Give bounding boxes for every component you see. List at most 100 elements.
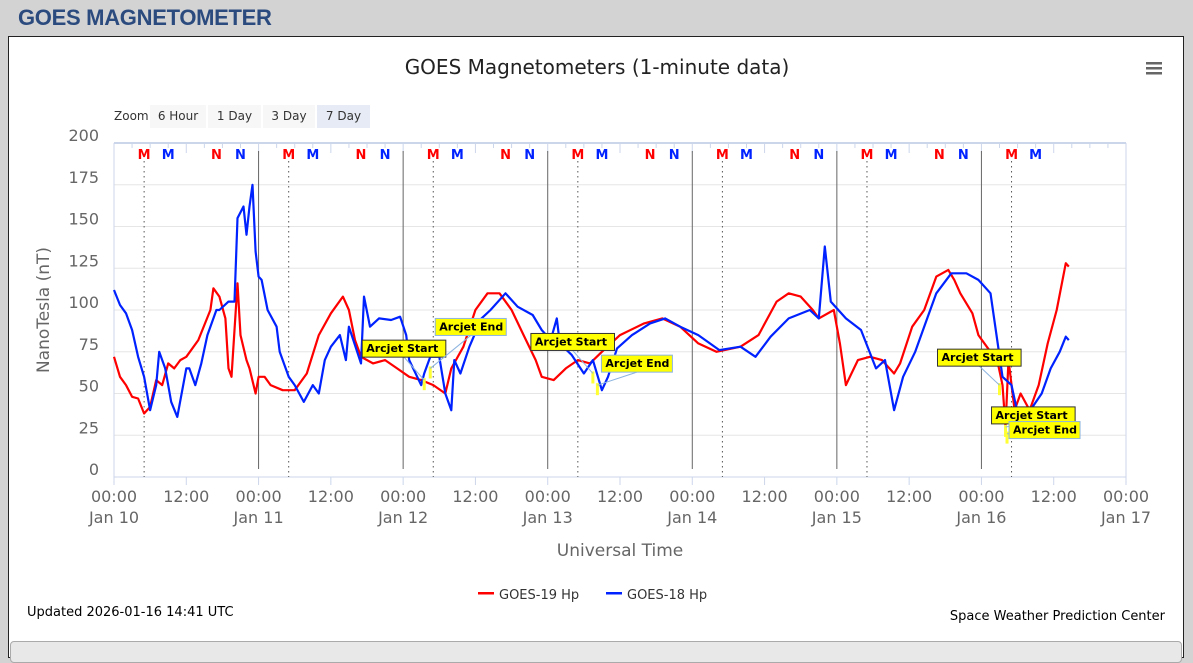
marker-m: M — [306, 148, 319, 163]
zoom-button-label: 6 Hour — [158, 109, 198, 123]
marker-m: M — [885, 148, 898, 163]
annotation-connector — [597, 371, 638, 386]
x-tick-date: Jan 12 — [377, 508, 428, 527]
credit-text: Space Weather Prediction Center — [950, 609, 1166, 624]
annotation-arcjet-start: Arcjet Start — [530, 332, 615, 384]
marker-m: M — [1005, 148, 1018, 163]
x-tick-time: 12:00 — [452, 487, 498, 506]
legend-swatch-goes19 — [478, 592, 494, 595]
y-axis-title: NanoTesla (nT) — [34, 247, 54, 373]
marker-n: N — [356, 148, 367, 163]
marker-m: M — [740, 148, 753, 163]
marker-n: N — [813, 148, 824, 163]
y-tick-label: 150 — [68, 210, 99, 229]
x-axis-title: Universal Time — [557, 541, 683, 561]
annotation-connector — [429, 335, 472, 369]
x-tick-date: Jan 16 — [955, 508, 1006, 527]
x-tick-time: 12:00 — [597, 487, 643, 506]
annotation-arcjet-end: Arcjet End — [595, 354, 673, 396]
marker-m: M — [451, 148, 464, 163]
annotation-box — [1008, 421, 1081, 440]
legend-swatch-goes18 — [606, 592, 622, 595]
legend-item-goes19[interactable]: GOES-19 Hp — [478, 588, 579, 603]
marker-m: M — [861, 148, 874, 163]
marker-m: M — [595, 148, 608, 163]
y-tick-label: 175 — [68, 168, 99, 187]
x-tick-time: 12:00 — [1031, 487, 1077, 506]
marker-n: N — [934, 148, 945, 163]
annotation-box — [434, 317, 507, 336]
annotation-box — [361, 339, 447, 358]
annotation-arcjet-end: Arcjet End — [1005, 421, 1081, 444]
marker-m: M — [427, 148, 440, 163]
x-tick-time: 12:00 — [163, 487, 209, 506]
annotation-label: Arcjet End — [605, 357, 669, 370]
annotation-connector — [572, 350, 594, 374]
y-tick-label: 100 — [68, 293, 99, 312]
legend-label-goes18: GOES-18 Hp — [627, 588, 707, 603]
annotation-box — [530, 332, 615, 351]
marker-m: M — [1029, 148, 1042, 163]
y-tick-label: 25 — [79, 418, 99, 437]
legend-item-goes18[interactable]: GOES-18 Hp — [606, 588, 707, 603]
marker-m: M — [282, 148, 295, 163]
x-tick-date: Jan 14 — [666, 508, 717, 527]
annotation-label: Arcjet End — [1013, 424, 1077, 437]
y-tick-label: 75 — [79, 335, 99, 354]
y-tick-label: 50 — [79, 377, 99, 396]
zoom-button-label: 3 Day — [271, 109, 306, 123]
zoom-button-7-day[interactable]: 7 Day — [317, 105, 370, 128]
annotation-label: Arcjet End — [439, 320, 503, 333]
x-tick-time: 12:00 — [742, 487, 788, 506]
y-tick-label: 0 — [89, 460, 99, 479]
x-tick-time: 00:00 — [669, 487, 715, 506]
marker-n: N — [500, 148, 511, 163]
x-tick-time: 12:00 — [308, 487, 354, 506]
legend-label-goes19: GOES-19 Hp — [499, 588, 579, 603]
x-tick-date: Jan 17 — [1100, 508, 1151, 527]
marker-n: N — [645, 148, 656, 163]
annotation-label: Arcjet Start — [366, 342, 438, 355]
annotation-box — [937, 348, 1022, 367]
marker-m: M — [716, 148, 729, 163]
updated-timestamp: Updated 2026-01-16 14:41 UTC — [27, 605, 234, 620]
marker-m: M — [138, 148, 151, 163]
marker-n: N — [211, 148, 222, 163]
x-tick-time: 12:00 — [886, 487, 932, 506]
series-line-goes-18-hp[interactable] — [112, 183, 1070, 428]
annotation-arcjet-end: Arcjet End — [428, 317, 507, 379]
annotation-arcjet-start: Arcjet Start — [937, 348, 1022, 396]
y-tick-label: 200 — [68, 126, 99, 145]
marker-n: N — [235, 148, 246, 163]
zoom-button-3-day[interactable]: 3 Day — [263, 105, 315, 128]
x-tick-time: 00:00 — [236, 487, 282, 506]
hamburger-menu-icon[interactable] — [1146, 62, 1162, 75]
marker-m: M — [162, 148, 175, 163]
x-tick-time: 00:00 — [91, 487, 137, 506]
x-tick-time: 00:00 — [525, 487, 571, 506]
marker-n: N — [669, 148, 680, 163]
annotation-connector — [403, 356, 425, 381]
annotation-box — [600, 354, 673, 373]
zoom-label: Zoom — [114, 109, 149, 123]
zoom-button-1-day[interactable]: 1 Day — [208, 105, 261, 128]
marker-n: N — [524, 148, 535, 163]
zoom-button-label: 1 Day — [217, 109, 252, 123]
annotation-connector — [978, 365, 1000, 386]
legend: GOES-19 Hp GOES-18 Hp — [478, 588, 707, 603]
zoom-button-label: 7 Day — [326, 109, 361, 123]
annotation-label: Arcjet Start — [535, 335, 607, 348]
y-tick-label: 125 — [68, 251, 99, 270]
marker-n: N — [958, 148, 969, 163]
marker-n: N — [380, 148, 391, 163]
x-tick-date: Jan 13 — [522, 508, 573, 527]
chart-title: GOES Magnetometers (1-minute data) — [405, 55, 790, 79]
marker-n: N — [789, 148, 800, 163]
zoom-button-6-hour[interactable]: 6 Hour — [150, 105, 206, 128]
marker-m: M — [571, 148, 584, 163]
x-tick-date: Jan 15 — [811, 508, 862, 527]
x-tick-time: 00:00 — [1103, 487, 1149, 506]
annotation-label: Arcjet Start — [996, 409, 1068, 422]
x-tick-time: 00:00 — [814, 487, 860, 506]
